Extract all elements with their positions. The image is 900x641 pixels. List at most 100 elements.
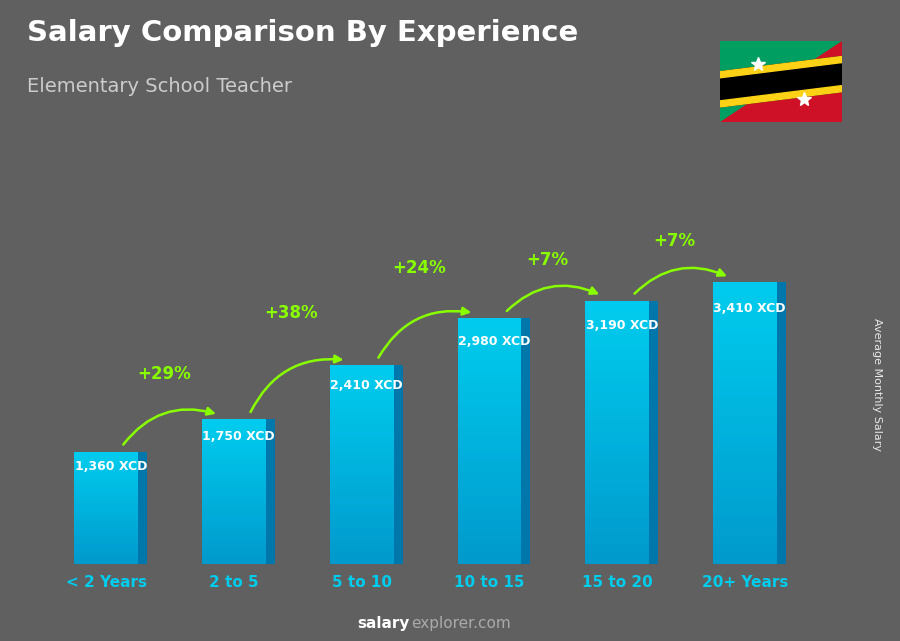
Polygon shape	[202, 503, 266, 506]
Polygon shape	[585, 419, 649, 426]
Text: Average Monthly Salary: Average Monthly Salary	[872, 318, 883, 451]
Polygon shape	[202, 539, 266, 542]
Polygon shape	[585, 413, 649, 419]
Text: +7%: +7%	[653, 233, 696, 251]
Polygon shape	[585, 465, 649, 472]
Polygon shape	[585, 333, 649, 340]
Polygon shape	[457, 355, 521, 361]
Polygon shape	[713, 515, 777, 522]
Text: 1,360 XCD: 1,360 XCD	[75, 460, 147, 472]
Polygon shape	[75, 530, 139, 533]
Polygon shape	[713, 430, 777, 437]
Polygon shape	[202, 474, 266, 478]
Polygon shape	[75, 513, 139, 517]
Polygon shape	[777, 282, 786, 564]
Polygon shape	[585, 524, 649, 531]
Polygon shape	[202, 459, 266, 463]
Polygon shape	[75, 525, 139, 528]
Polygon shape	[75, 511, 139, 513]
Polygon shape	[585, 360, 649, 367]
Polygon shape	[202, 441, 266, 445]
Polygon shape	[720, 56, 842, 78]
Polygon shape	[202, 438, 266, 441]
Polygon shape	[713, 543, 777, 550]
Polygon shape	[713, 360, 777, 367]
Polygon shape	[329, 405, 393, 410]
Polygon shape	[713, 465, 777, 472]
Polygon shape	[329, 469, 393, 474]
Polygon shape	[457, 441, 521, 447]
Polygon shape	[75, 503, 139, 505]
Polygon shape	[75, 483, 139, 485]
Polygon shape	[202, 478, 266, 481]
Polygon shape	[75, 550, 139, 553]
Polygon shape	[585, 512, 649, 518]
Polygon shape	[457, 342, 521, 349]
Polygon shape	[202, 467, 266, 470]
Polygon shape	[713, 508, 777, 515]
Polygon shape	[329, 554, 393, 559]
Polygon shape	[75, 539, 139, 542]
Polygon shape	[202, 520, 266, 524]
Polygon shape	[585, 301, 649, 307]
Text: +38%: +38%	[265, 304, 319, 322]
Polygon shape	[202, 485, 266, 488]
Polygon shape	[720, 86, 842, 107]
Polygon shape	[585, 518, 649, 524]
Polygon shape	[585, 373, 649, 379]
Polygon shape	[139, 452, 147, 564]
Polygon shape	[713, 289, 777, 296]
Polygon shape	[457, 515, 521, 521]
Polygon shape	[75, 477, 139, 480]
Polygon shape	[329, 465, 393, 469]
Polygon shape	[457, 545, 521, 552]
Polygon shape	[75, 466, 139, 469]
Polygon shape	[75, 544, 139, 547]
Polygon shape	[202, 456, 266, 459]
Polygon shape	[585, 531, 649, 538]
Polygon shape	[202, 463, 266, 467]
Polygon shape	[713, 395, 777, 402]
Polygon shape	[713, 317, 777, 324]
Polygon shape	[329, 395, 393, 400]
Polygon shape	[75, 558, 139, 562]
Polygon shape	[75, 491, 139, 494]
Polygon shape	[457, 484, 521, 490]
Polygon shape	[585, 320, 649, 327]
Polygon shape	[202, 499, 266, 503]
Polygon shape	[75, 471, 139, 474]
Polygon shape	[713, 338, 777, 345]
Polygon shape	[329, 375, 393, 380]
Polygon shape	[457, 490, 521, 496]
Polygon shape	[585, 445, 649, 452]
Polygon shape	[713, 331, 777, 338]
Polygon shape	[329, 454, 393, 460]
Polygon shape	[202, 434, 266, 438]
Polygon shape	[585, 538, 649, 544]
Polygon shape	[202, 495, 266, 499]
Polygon shape	[329, 485, 393, 490]
Polygon shape	[75, 536, 139, 539]
Polygon shape	[713, 494, 777, 501]
Polygon shape	[329, 514, 393, 519]
Polygon shape	[75, 556, 139, 558]
Polygon shape	[202, 492, 266, 495]
Polygon shape	[585, 307, 649, 313]
Text: 3,410 XCD: 3,410 XCD	[713, 302, 786, 315]
Polygon shape	[75, 485, 139, 488]
Polygon shape	[329, 390, 393, 395]
Polygon shape	[329, 544, 393, 549]
Polygon shape	[457, 453, 521, 460]
Polygon shape	[202, 506, 266, 510]
Polygon shape	[329, 529, 393, 534]
Polygon shape	[585, 347, 649, 353]
Polygon shape	[202, 445, 266, 449]
Polygon shape	[457, 447, 521, 453]
Polygon shape	[585, 327, 649, 333]
Polygon shape	[329, 370, 393, 375]
Polygon shape	[393, 365, 402, 564]
Text: Elementary School Teacher: Elementary School Teacher	[27, 77, 292, 96]
Polygon shape	[329, 490, 393, 494]
Polygon shape	[329, 445, 393, 449]
Polygon shape	[585, 432, 649, 439]
